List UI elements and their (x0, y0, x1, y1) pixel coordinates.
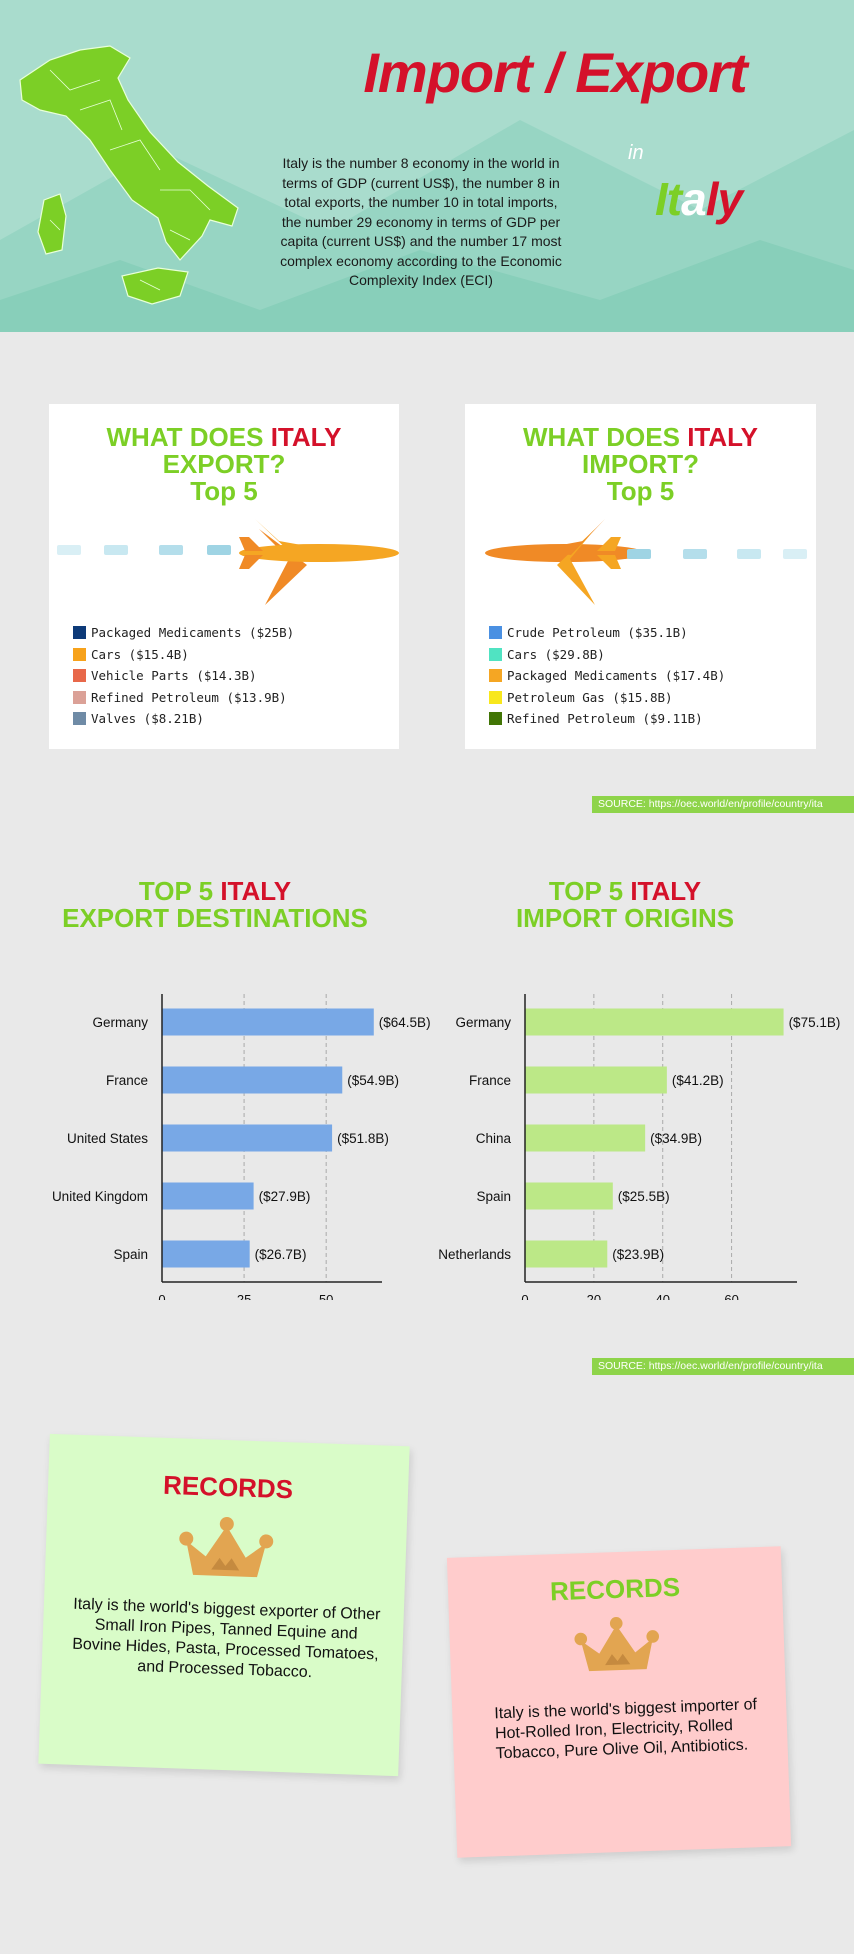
export-dest-title-line2: EXPORT DESTINATIONS (62, 903, 368, 933)
import-legend: Crude Petroleum ($35.1B) Cars ($29.8B) P… (489, 622, 725, 730)
legend-swatch (489, 669, 502, 683)
legend-label: Packaged Medicaments ($17.4B) (507, 668, 726, 684)
data-label: ($54.9B) (347, 1073, 399, 1088)
in-word: in (628, 142, 644, 164)
records-export-note: RECORDS Italy is the world's biggest exp… (38, 1433, 410, 1777)
import-title-line3: Top 5 (606, 476, 675, 506)
legend-swatch (489, 647, 502, 661)
legend-swatch (73, 647, 86, 661)
country-part-1: It (655, 173, 682, 225)
export-destinations-chart: 0 25 50 Germany ($64.5B) France ($54.9B) United… (52, 994, 431, 1300)
header-background-shapes (0, 120, 854, 332)
import-title-line2: IMPORT? (582, 449, 699, 479)
export-card-title: WHAT DOES ITALY EXPORT? Top 5 (49, 424, 399, 505)
legend-label: Refined Petroleum ($13.9B) (91, 689, 287, 705)
source-link-2[interactable]: SOURCE: https://oec.world/en/profile/cou… (592, 1358, 854, 1375)
legend-swatch (73, 669, 86, 683)
legend-item: Cars ($15.4B) (73, 644, 294, 666)
page-title: Import / Export (363, 41, 747, 104)
legend-swatch (489, 690, 502, 704)
legend-item: Valves ($8.21B) (73, 708, 294, 730)
x-tick-label: 25 (237, 1292, 251, 1300)
import-orig-title-part1: TOP 5 (548, 876, 624, 906)
x-tick-label: 0 (158, 1292, 165, 1300)
data-label: ($64.5B) (379, 1015, 431, 1030)
category-label: Spain (113, 1247, 148, 1262)
airplane-departing-icon (57, 519, 399, 605)
crown-icon (574, 1617, 660, 1672)
export-title-line2: EXPORT? (162, 449, 286, 479)
data-label: ($51.8B) (337, 1131, 389, 1146)
legend-label: Petroleum Gas ($15.8B) (507, 689, 673, 705)
export-destinations-title: TOP 5 ITALY EXPORT DESTINATIONS (40, 878, 390, 932)
records-import-text: Italy is the world's biggest importer of… (494, 1696, 758, 1763)
import-card-title: WHAT DOES ITALY IMPORT? Top 5 (465, 424, 816, 505)
export-title-country: ITALY (270, 422, 342, 452)
bar (162, 1124, 333, 1152)
records-export-text: Italy is the world's biggest exporter of… (71, 1595, 381, 1682)
legend-swatch (489, 712, 502, 726)
source-link-1[interactable]: SOURCE: https://oec.world/en/profile/cou… (592, 796, 854, 813)
legend-swatch (489, 626, 502, 640)
import-orig-title-line2: IMPORT ORIGINS (515, 903, 735, 933)
legend-swatch (73, 626, 86, 640)
legend-label: Crude Petroleum ($35.1B) (507, 625, 688, 641)
header-banner: Import / Export Italy is the number 8 ec… (0, 0, 854, 332)
records-export-title: RECORDS (162, 1469, 294, 1505)
import-origins-title: TOP 5 ITALY IMPORT ORIGINS (450, 878, 800, 932)
data-label: ($26.7B) (255, 1247, 307, 1262)
category-label: United States (67, 1131, 148, 1146)
import-title-line1: WHAT DOES (523, 422, 680, 452)
category-label: France (106, 1073, 148, 1088)
legend-label: Refined Petroleum ($9.11B) (507, 711, 703, 727)
export-dest-title-country: ITALY (220, 876, 292, 906)
legend-label: Packaged Medicaments ($25B) (91, 625, 295, 641)
category-label: United Kingdom (52, 1189, 148, 1204)
legend-item: Cars ($29.8B) (489, 644, 725, 666)
italy-map-icon (19, 45, 239, 305)
export-legend: Packaged Medicaments ($25B) Cars ($15.4B… (73, 622, 294, 730)
category-label: Germany (92, 1015, 148, 1030)
legend-item: Crude Petroleum ($35.1B) (489, 622, 725, 644)
airplane-arriving-icon (485, 519, 807, 605)
legend-label: Vehicle Parts ($14.3B) (91, 668, 257, 684)
legend-item: Petroleum Gas ($15.8B) (489, 687, 725, 709)
import-title-country: ITALY (687, 422, 758, 452)
legend-label: Valves ($8.21B) (91, 711, 204, 727)
legend-item: Packaged Medicaments ($25B) (73, 622, 294, 644)
legend-item: Packaged Medicaments ($17.4B) (489, 665, 725, 687)
country-part-3: ly (705, 173, 743, 225)
country-name: Italy (655, 172, 743, 226)
data-label: ($27.9B) (259, 1189, 311, 1204)
bar (162, 1008, 374, 1036)
bar (162, 1066, 343, 1094)
records-import-title: RECORDS (549, 1571, 681, 1607)
x-tick-label: 50 (319, 1292, 333, 1300)
export-card: WHAT DOES ITALY EXPORT? Top 5 Packaged M… (49, 404, 399, 749)
records-import-note: RECORDS Italy is the world's biggest imp… (446, 1546, 792, 1858)
import-card: WHAT DOES ITALY IMPORT? Top 5 Crude Petr… (465, 404, 816, 749)
intro-text: Italy is the number 8 economy in the wor… (280, 155, 562, 288)
country-part-2: a (681, 173, 707, 225)
import-orig-title-country: ITALY (630, 876, 702, 906)
export-title-line1: WHAT DOES (106, 422, 264, 452)
crown-icon (179, 1517, 274, 1578)
bar (162, 1182, 254, 1210)
legend-label: Cars ($15.4B) (91, 646, 189, 662)
legend-swatch (73, 712, 86, 726)
legend-item: Refined Petroleum ($9.11B) (489, 708, 725, 730)
export-dest-title-part1: TOP 5 (138, 876, 214, 906)
legend-item: Vehicle Parts ($14.3B) (73, 665, 294, 687)
legend-label: Cars ($29.8B) (507, 646, 605, 662)
legend-swatch (73, 690, 86, 704)
export-title-line3: Top 5 (190, 476, 258, 506)
bar (162, 1240, 250, 1268)
legend-item: Refined Petroleum ($13.9B) (73, 687, 294, 709)
